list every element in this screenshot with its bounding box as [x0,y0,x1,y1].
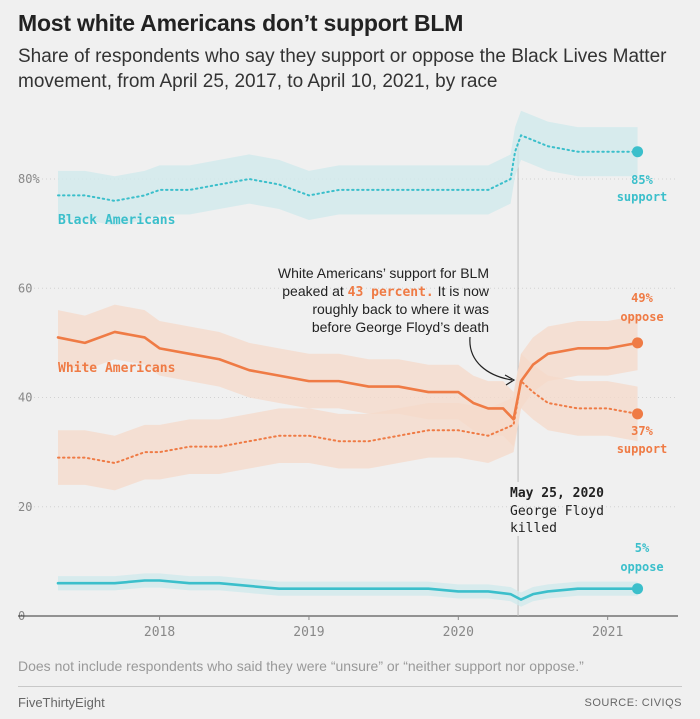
end-label-value: 5% [635,541,650,555]
event-text: George Floyd [510,504,604,519]
series-line [57,380,639,465]
end-label-value: 49% [631,291,653,305]
end-label-word: support [617,442,668,456]
footnote: Does not include respondents who said th… [18,658,584,674]
series-label-black: Black Americans [58,213,175,228]
end-point [632,583,644,595]
series-label-white: White Americans [58,361,175,376]
confidence-band [58,573,638,607]
x-tick-label: 2021 [592,625,623,640]
callout-text: peaked at 43 percent. It is now [282,283,490,300]
y-tick-label: 20 [18,500,32,514]
chart-subtitle: Share of respondents who say they suppor… [18,46,667,92]
end-point [632,146,644,158]
x-tick-label: 2020 [443,625,474,640]
series-line [56,330,639,421]
end-label-word: oppose [620,560,663,574]
brand-name: FiveThirtyEight [18,695,105,710]
y-tick-label: 40 [18,391,32,405]
end-point [632,337,644,349]
event-date: May 25, 2020 [510,486,604,501]
event-text: killed [510,521,557,536]
end-label-value: 37% [631,424,653,438]
callout-arrowhead [504,374,516,386]
callout-text: before George Floyd’s death [312,319,489,335]
end-label-value: 85% [631,173,653,187]
series-line [57,134,639,202]
series-line [56,579,639,601]
chart-title: Most white Americans don’t support BLM [18,10,464,36]
end-point [632,408,644,420]
callout-text: roughly back to where it was [312,301,489,317]
end-label-word: oppose [620,310,663,324]
footer-divider [18,686,682,687]
end-label-word: support [617,190,668,204]
y-tick-label: 80% [18,172,40,186]
x-tick-label: 2018 [144,625,175,640]
source-credit: SOURCE: CIVIQS [584,697,682,709]
x-tick-label: 2019 [293,625,324,640]
callout-arrow [469,336,513,381]
confidence-band [58,353,638,491]
callout-text: White Americans’ support for BLM [278,265,489,281]
y-tick-label: 60 [18,281,32,295]
confidence-band [58,110,638,226]
